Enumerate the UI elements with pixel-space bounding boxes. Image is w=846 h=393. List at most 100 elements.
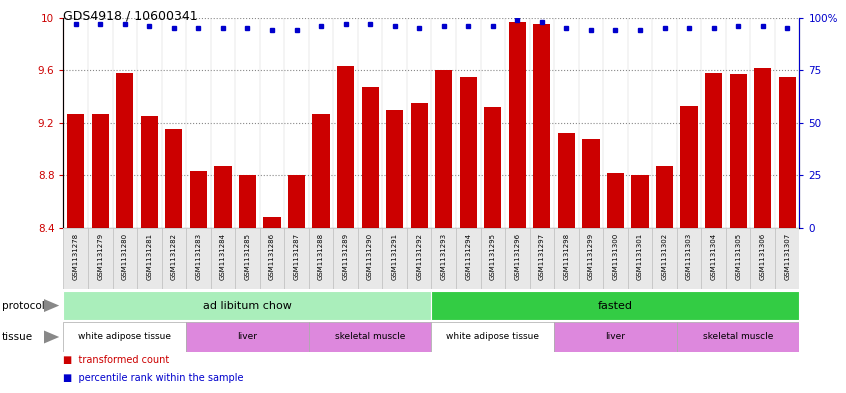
Bar xyxy=(435,70,453,228)
Bar xyxy=(239,175,256,228)
Bar xyxy=(701,228,726,289)
Text: GSM1131293: GSM1131293 xyxy=(441,233,447,280)
Polygon shape xyxy=(44,299,59,312)
Bar xyxy=(382,228,407,289)
Bar xyxy=(778,77,796,228)
Bar xyxy=(63,228,88,289)
Bar xyxy=(284,228,309,289)
Bar xyxy=(67,114,85,228)
Text: GSM1131291: GSM1131291 xyxy=(392,233,398,280)
Text: GSM1131289: GSM1131289 xyxy=(343,233,349,280)
Bar xyxy=(726,228,750,289)
Bar xyxy=(309,322,431,352)
Bar xyxy=(431,322,554,352)
Text: tissue: tissue xyxy=(2,332,33,342)
Bar xyxy=(533,24,551,228)
Bar xyxy=(656,166,673,228)
Text: GSM1131281: GSM1131281 xyxy=(146,233,152,280)
Bar xyxy=(554,228,579,289)
Text: liver: liver xyxy=(238,332,257,342)
Text: ad libitum chow: ad libitum chow xyxy=(203,301,292,310)
Bar xyxy=(750,228,775,289)
Text: GSM1131302: GSM1131302 xyxy=(662,233,667,280)
Bar xyxy=(165,129,183,228)
Bar xyxy=(705,73,722,228)
Text: GSM1131279: GSM1131279 xyxy=(97,233,103,280)
Text: ■  transformed count: ■ transformed count xyxy=(63,356,170,365)
Bar xyxy=(63,291,431,320)
Bar xyxy=(652,228,677,289)
Bar xyxy=(407,228,431,289)
Text: GSM1131278: GSM1131278 xyxy=(73,233,79,280)
Text: GSM1131297: GSM1131297 xyxy=(539,233,545,280)
Bar xyxy=(481,228,505,289)
Text: GSM1131283: GSM1131283 xyxy=(195,233,201,280)
Bar xyxy=(410,103,428,228)
Text: GSM1131295: GSM1131295 xyxy=(490,233,496,280)
Bar xyxy=(386,110,404,228)
Text: GSM1131286: GSM1131286 xyxy=(269,233,275,280)
Bar xyxy=(137,228,162,289)
Bar xyxy=(116,73,134,228)
Bar xyxy=(754,68,772,228)
Polygon shape xyxy=(44,331,59,343)
Bar xyxy=(337,66,354,228)
Text: GSM1131284: GSM1131284 xyxy=(220,233,226,280)
Bar xyxy=(190,171,207,228)
Bar xyxy=(214,166,232,228)
Bar xyxy=(235,228,260,289)
Bar xyxy=(113,228,137,289)
Text: GSM1131303: GSM1131303 xyxy=(686,233,692,280)
Bar xyxy=(603,228,628,289)
Bar xyxy=(631,175,649,228)
Bar xyxy=(431,228,456,289)
Text: liver: liver xyxy=(606,332,625,342)
Text: skeletal muscle: skeletal muscle xyxy=(335,332,405,342)
Bar xyxy=(680,106,698,228)
Text: GSM1131306: GSM1131306 xyxy=(760,233,766,280)
Bar xyxy=(361,87,379,228)
Bar xyxy=(140,116,158,228)
Bar xyxy=(91,114,109,228)
Bar xyxy=(459,77,477,228)
Bar xyxy=(63,322,186,352)
Bar xyxy=(677,228,701,289)
Text: GSM1131298: GSM1131298 xyxy=(563,233,569,280)
Bar xyxy=(582,139,600,228)
Text: GSM1131294: GSM1131294 xyxy=(465,233,471,280)
Bar xyxy=(456,228,481,289)
Bar xyxy=(186,228,211,289)
Text: GSM1131300: GSM1131300 xyxy=(613,233,618,280)
Bar xyxy=(333,228,358,289)
Text: GSM1131299: GSM1131299 xyxy=(588,233,594,280)
Text: GSM1131285: GSM1131285 xyxy=(244,233,250,280)
Bar xyxy=(312,114,330,228)
Text: fasted: fasted xyxy=(598,301,633,310)
Text: GSM1131282: GSM1131282 xyxy=(171,233,177,280)
Bar xyxy=(729,74,747,228)
Text: skeletal muscle: skeletal muscle xyxy=(703,332,773,342)
Bar xyxy=(628,228,652,289)
Text: GSM1131292: GSM1131292 xyxy=(416,233,422,280)
Bar xyxy=(431,291,799,320)
Bar xyxy=(358,228,382,289)
Bar xyxy=(263,217,281,228)
Bar xyxy=(558,133,575,228)
Text: white adipose tissue: white adipose tissue xyxy=(447,332,539,342)
Text: GSM1131307: GSM1131307 xyxy=(784,233,790,280)
Bar xyxy=(162,228,186,289)
Bar xyxy=(607,173,624,228)
Bar xyxy=(88,228,113,289)
Bar xyxy=(186,322,309,352)
Bar xyxy=(530,228,554,289)
Bar xyxy=(288,175,305,228)
Text: GSM1131287: GSM1131287 xyxy=(294,233,299,280)
Bar xyxy=(309,228,333,289)
Text: GSM1131290: GSM1131290 xyxy=(367,233,373,280)
Bar xyxy=(579,228,603,289)
Text: GSM1131301: GSM1131301 xyxy=(637,233,643,280)
Bar xyxy=(505,228,530,289)
Bar xyxy=(260,228,284,289)
Text: GSM1131280: GSM1131280 xyxy=(122,233,128,280)
Bar xyxy=(508,22,526,228)
